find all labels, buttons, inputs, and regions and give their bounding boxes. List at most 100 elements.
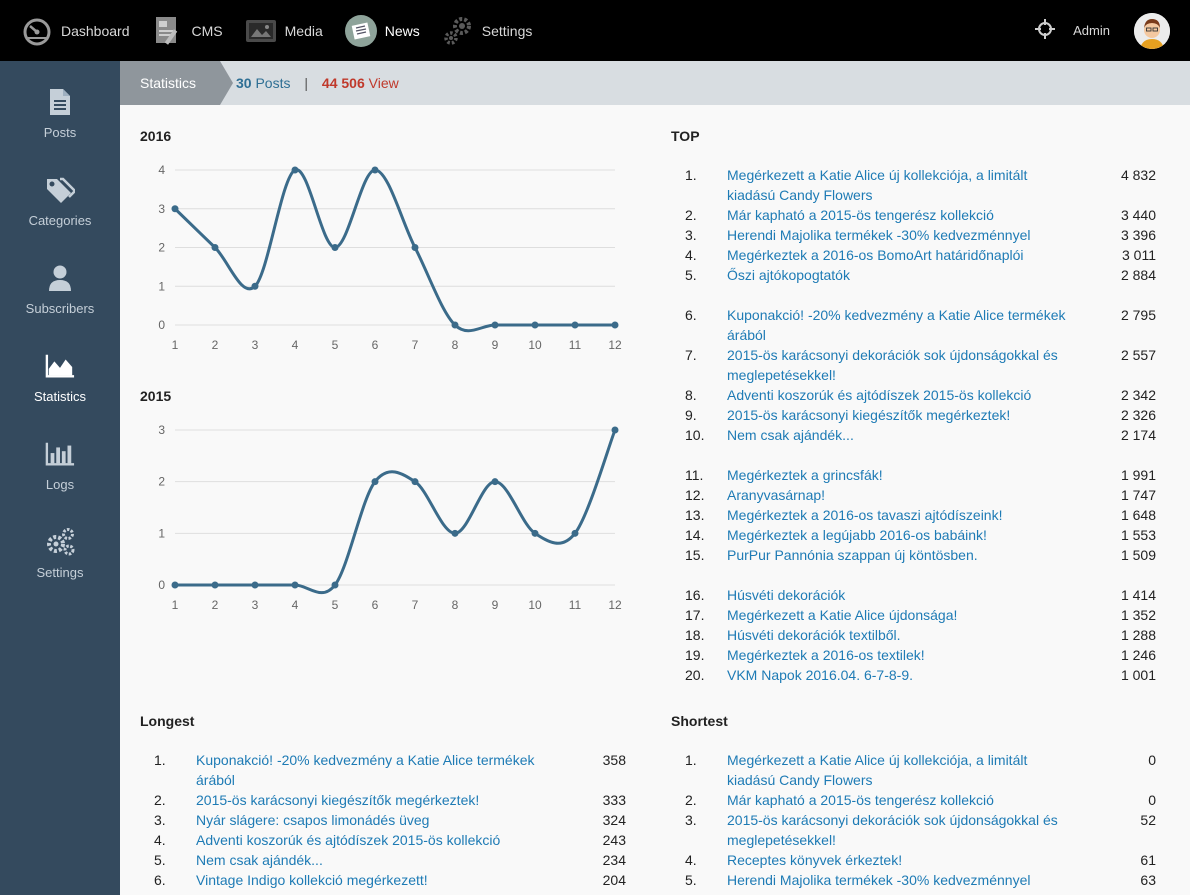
breadcrumb[interactable]: Statistics [120,61,220,105]
count-value: 1 509 [1120,547,1156,563]
post-title-link[interactable]: Húsvéti dekorációk [727,585,845,605]
post-title-link[interactable]: 2015-ös karácsonyi dekorációk sok újdons… [727,345,1058,385]
post-title-link[interactable]: Kuponakció! -20% kedvezmény a Katie Alic… [727,305,1066,345]
sidebar-item-subscribers[interactable]: Subscribers [0,263,120,316]
data-point[interactable] [571,529,579,537]
data-point[interactable] [451,321,459,329]
post-title-link[interactable]: PurPur Pannónia szappan új köntösben. [727,545,978,565]
sidebar-item-statistics[interactable]: Statistics [0,351,120,404]
data-point[interactable] [611,321,619,329]
data-point[interactable] [531,321,539,329]
series-line [173,168,615,333]
data-point[interactable] [491,321,499,329]
post-title-link[interactable]: Vintage Indigo kollekció megérkezett! [196,870,428,890]
list-item: 2. 2015-ös karácsonyi kiegészítők megérke… [140,790,626,810]
count-value: 2 326 [1120,407,1156,423]
user-name[interactable]: Admin [1073,23,1110,38]
post-title-line: Megérkezett a Katie Alice újdonsága! [727,607,958,623]
list-item: 10. Nem csak ajándék... 2 174 [671,425,1156,445]
data-point[interactable] [411,244,419,251]
nav-settings[interactable]: Settings [442,15,532,47]
post-title-link[interactable]: Megérkeztek a grincsfák! [727,465,883,485]
rank-number: 3. [685,227,697,243]
sidebar-item-categories[interactable]: Categories [0,175,120,228]
post-title-line: 2015-ös karácsonyi dekorációk sok újdons… [727,347,1058,363]
post-title-link[interactable]: Húsvéti dekorációk textilből. [727,625,901,645]
sidebar-item-label: Logs [45,477,75,492]
data-point[interactable] [291,581,299,589]
post-title-link[interactable]: 2015-ös karácsonyi kiegészítők megérkezt… [727,405,1010,425]
post-title-link[interactable]: Receptes könyvek érkeztek! [727,850,902,870]
data-point[interactable] [171,205,179,213]
list-item: 1. Megérkezett a Katie Alice új kollekció… [671,165,1156,205]
sidebar-item-posts[interactable]: Posts [0,87,120,140]
data-point[interactable] [251,282,259,290]
post-title-link[interactable]: Megérkeztek a legújabb 2016-os babáink! [727,525,987,545]
crosshair-icon[interactable] [1035,19,1056,42]
sidebar-item-label: Posts [43,125,77,140]
y-tick-label: 0 [158,578,165,592]
data-point[interactable] [491,478,499,486]
y-tick-label: 3 [158,202,165,216]
group-spacer [671,285,1156,305]
data-point[interactable] [331,244,339,251]
data-point[interactable] [211,581,219,589]
nav-news[interactable]: News [344,14,420,47]
post-title-link[interactable]: VKM Napok 2016.04. 6-7-8-9. [727,665,913,685]
post-title-link[interactable]: Megérkezett a Katie Alice újdonsága! [727,605,957,625]
post-title-link[interactable]: Adventi koszorúk és ajtódíszek 2015-ös k… [196,830,500,850]
post-title-link[interactable]: Herendi Majolika termékek -30% kedvezmén… [727,225,1030,245]
sidebar-item-settings[interactable]: Settings [0,527,120,580]
count-value: 2 342 [1120,387,1156,403]
list-item: 5. Őszi ajtókopogtatók 2 884 [671,265,1156,285]
nav-dashboard[interactable]: Dashboard [21,15,130,47]
post-title-link[interactable]: 2015-ös karácsonyi dekorációk sok újdons… [727,810,1058,850]
post-title-link[interactable]: Aranyvasárnap! [727,485,825,505]
post-title-line: Megérkezett a Katie Alice új kollekciója… [727,167,1028,183]
data-point[interactable] [531,529,539,537]
y-tick-label: 1 [158,526,165,540]
post-title-link[interactable]: Már kapható a 2015-ös tengerész kollekci… [727,790,994,810]
document-icon [45,87,75,117]
post-title-link[interactable]: Megérkeztek a 2016-os textilek! [727,645,925,665]
post-title-link[interactable]: Őszi ajtókopogtatók [727,265,850,285]
post-title-link[interactable]: Adventi koszorúk és ajtódíszek 2015-ös k… [727,385,1031,405]
post-title-link[interactable]: 2015-ös karácsonyi kiegészítők megérkezt… [196,790,479,810]
post-title-link[interactable]: Megérkezett a Katie Alice új kollekciója… [727,165,1027,205]
data-point[interactable] [611,426,619,434]
data-point[interactable] [291,166,299,174]
post-title-link[interactable]: Már kapható a 2015-ös tengerész kollekci… [727,205,994,225]
post-title-link[interactable]: Nem csak ajándék... [727,425,854,445]
rank-number: 1. [685,167,697,183]
data-point[interactable] [331,581,339,589]
data-point[interactable] [211,244,219,251]
data-point[interactable] [251,581,259,589]
count-value: 1 747 [1120,487,1156,503]
post-title-link[interactable]: Kuponakció! -20% kedvezmény a Katie Alic… [196,750,535,790]
count-value: 358 [602,752,626,768]
avatar[interactable] [1134,12,1170,49]
count-value: 1 553 [1120,527,1156,543]
post-title-link[interactable]: Nyár slágere: csapos limonádés üveg [196,810,429,830]
nav-media[interactable]: Media [245,15,323,47]
sidebar-item-logs[interactable]: Logs [0,439,120,492]
nav-cms-label: CMS [191,22,223,39]
post-title-link[interactable]: Megérkeztek a 2016-os BomoArt határidőna… [727,245,1024,265]
data-point[interactable] [171,581,179,589]
data-point[interactable] [371,166,379,174]
gears-icon [45,527,75,557]
nav-dashboard-label: Dashboard [61,22,130,39]
data-point[interactable] [451,529,459,537]
data-point[interactable] [571,321,579,329]
nav-cms[interactable]: CMS [152,15,223,47]
post-title-link[interactable]: Megérkeztek a 2016-os tavaszi ajtódíszei… [727,505,1002,525]
post-title-link[interactable]: Megérkezett a Katie Alice új kollekciója… [727,750,1027,790]
list-item: 4. Receptes könyvek érkeztek! 61 [671,850,1156,870]
x-tick-label: 6 [372,598,379,612]
count-value: 1 001 [1120,667,1156,683]
data-point[interactable] [411,478,419,486]
post-title-link[interactable]: Herendi Majolika termékek -30% kedvezmén… [727,870,1030,890]
post-title-link[interactable]: Nem csak ajándék... [196,850,323,870]
data-point[interactable] [371,478,379,486]
